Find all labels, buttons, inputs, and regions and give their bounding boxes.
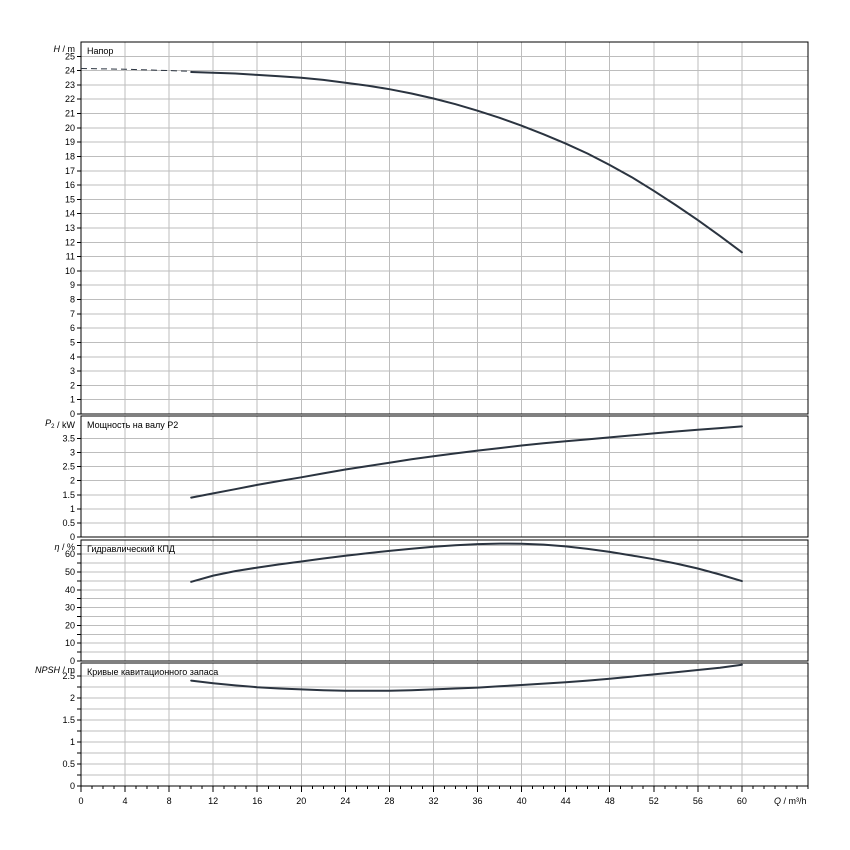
series-line-1: [190, 425, 743, 499]
x-tick-label: 4: [123, 796, 128, 806]
y-tick-label: 9: [70, 280, 75, 290]
y-tick-label: 2.5: [62, 462, 75, 472]
y-tick-label: 15: [65, 194, 75, 204]
x-tick-label: 20: [296, 796, 306, 806]
panel-title: Кривые кавитационного запаса: [87, 667, 218, 677]
y-tick-label: 14: [65, 209, 75, 219]
series-line-2: [190, 71, 743, 254]
y-tick-label: 23: [65, 80, 75, 90]
panel-2: 00.511.522.533.5P2 / kW Мощность на валу …: [45, 415, 809, 542]
y-tick-label: 10: [65, 638, 75, 648]
series-line-1: [80, 68, 192, 72]
panel-title: Гидравлический КПД: [87, 544, 175, 554]
y-tick-label: 7: [70, 309, 75, 319]
x-tick-label: 60: [737, 796, 747, 806]
x-axis-label: Q / m³/h: [774, 796, 807, 806]
x-tick-label: 24: [340, 796, 350, 806]
x-tick-label: 44: [561, 796, 571, 806]
y-tick-label: 4: [70, 352, 75, 362]
y-tick-label: 6: [70, 323, 75, 333]
y-tick-label: 3: [70, 448, 75, 458]
y-axis-symbol: NPSH: [35, 665, 61, 675]
x-tick-label: 52: [649, 796, 659, 806]
y-tick-label: 3.5: [62, 434, 75, 444]
series-line-1: [190, 663, 743, 692]
x-tick-label: 36: [473, 796, 483, 806]
y-tick-label: 30: [65, 603, 75, 613]
y-tick-label: 5: [70, 337, 75, 347]
y-tick-label: 18: [65, 151, 75, 161]
y-axis-unit: / m: [60, 44, 75, 54]
y-tick-label: 3: [70, 366, 75, 376]
y-tick-label: 1: [70, 395, 75, 405]
x-tick-label: 28: [384, 796, 394, 806]
y-tick-label: 0.5: [62, 518, 75, 528]
y-axis-symbol: η: [54, 542, 59, 552]
y-tick-label: 2: [70, 693, 75, 703]
y-tick-label: 25: [65, 51, 75, 61]
y-tick-label: 1.5: [62, 490, 75, 500]
y-axis-label: P2 / kW: [45, 418, 75, 430]
x-tick-label: 16: [252, 796, 262, 806]
x-tick-label: 32: [428, 796, 438, 806]
y-tick-label: 0: [70, 781, 75, 791]
y-axis-label: NPSH / m: [35, 665, 75, 675]
y-axis-unit: / %: [59, 542, 75, 552]
y-tick-label: 11: [66, 252, 75, 262]
y-tick-label: 0: [70, 532, 75, 542]
y-tick-label: 13: [65, 223, 75, 233]
x-tick-label: 40: [517, 796, 527, 806]
panel-frame: [80, 662, 809, 787]
y-axis-symbol-subscript: 2: [51, 424, 55, 430]
panel-title: Напор: [87, 46, 113, 56]
y-tick-label: 1: [70, 504, 75, 514]
y-tick-label: 22: [65, 94, 75, 104]
x-tick-label: 48: [605, 796, 615, 806]
y-tick-label: 40: [65, 585, 75, 595]
y-tick-label: 1.5: [62, 715, 75, 725]
y-axis-unit: / m: [60, 665, 75, 675]
y-tick-label: 17: [65, 166, 75, 176]
y-tick-label: 0: [70, 409, 75, 419]
y-tick-label: 0: [70, 656, 75, 666]
x-tick-label: 12: [208, 796, 218, 806]
y-tick-label: 19: [65, 137, 75, 147]
y-tick-label: 2.5: [62, 671, 75, 681]
panel-frame: [80, 539, 809, 662]
y-tick-label: 24: [65, 66, 75, 76]
y-tick-label: 50: [65, 567, 75, 577]
y-tick-label: 60: [65, 549, 75, 559]
panel-1: 0123456789101112131415161718192021222324…: [54, 41, 809, 419]
series-line-1: [190, 542, 743, 583]
x-tick-label: 56: [693, 796, 703, 806]
y-tick-label: 20: [65, 123, 75, 133]
x-axis-unit: / m³/h: [781, 796, 807, 806]
y-axis-symbol: P: [45, 418, 51, 428]
y-tick-label: 20: [65, 620, 75, 630]
y-axis-unit: / kW: [55, 420, 76, 430]
y-tick-label: 16: [65, 180, 75, 190]
x-tick-label: 0: [78, 796, 83, 806]
y-tick-label: 0.5: [62, 759, 75, 769]
x-axis-symbol: Q: [774, 796, 781, 806]
y-tick-label: 1: [70, 737, 75, 747]
panel-title: Мощность на валу P2: [87, 420, 178, 430]
y-axis-symbol: H: [54, 44, 61, 54]
y-axis-label: H / m: [54, 44, 76, 54]
x-axis: 0 4 8 12 16 20 24 28 32 36 40 44 48 52 56 60 Q / m³/h: [78, 786, 809, 806]
x-tick-label: 8: [167, 796, 172, 806]
y-tick-label: 10: [65, 266, 75, 276]
y-tick-label: 12: [65, 237, 75, 247]
y-tick-label: 8: [70, 295, 75, 305]
y-tick-label: 2: [70, 476, 75, 486]
panel-frame: [80, 415, 809, 538]
y-tick-label: 2: [70, 380, 75, 390]
y-axis-label: η / %: [54, 542, 75, 552]
y-tick-label: 21: [65, 109, 75, 119]
